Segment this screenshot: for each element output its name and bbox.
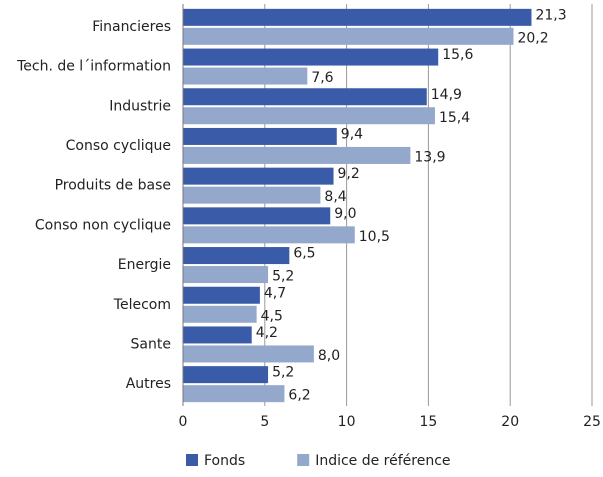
bar (183, 88, 427, 106)
data-label: 21,3 (535, 7, 566, 23)
data-label: 14,9 (431, 87, 462, 103)
data-label: 15,4 (439, 110, 470, 126)
bar (183, 186, 321, 204)
data-label: 4,5 (261, 308, 283, 324)
bar (183, 385, 285, 403)
y-tick-label: Produits de base (55, 178, 171, 194)
data-label: 9,2 (338, 166, 360, 182)
y-tick-label: Tech. de l´information (16, 59, 171, 75)
x-tick-label: 25 (583, 414, 601, 430)
data-label: 8,4 (324, 189, 346, 205)
bar (183, 48, 439, 66)
y-tick-label: Telecom (113, 297, 171, 313)
x-tick-label: 0 (179, 414, 188, 430)
x-tick-label: 10 (338, 414, 356, 430)
data-label: 6,2 (288, 388, 310, 404)
data-label: 4,7 (264, 285, 286, 301)
x-tick-label: 5 (260, 414, 269, 430)
data-label: 5,2 (272, 269, 294, 285)
data-label: 4,2 (256, 325, 278, 341)
data-label: 20,2 (517, 30, 548, 46)
bar (183, 226, 355, 244)
data-label: 13,9 (414, 149, 445, 165)
data-label: 6,5 (293, 246, 315, 262)
y-tick-label: Financieres (92, 19, 171, 35)
data-label: 8,0 (318, 348, 340, 364)
y-tick-label: Conso non cyclique (35, 217, 171, 233)
legend-label: Indice de référence (315, 453, 450, 469)
bar (183, 127, 337, 145)
data-label: 9,4 (341, 126, 363, 142)
x-tick-label: 20 (501, 414, 519, 430)
bar (183, 286, 260, 304)
bar (183, 305, 257, 323)
data-label: 7,6 (311, 70, 333, 86)
bar (183, 146, 411, 164)
data-label: 15,6 (442, 47, 473, 63)
legend-label: Fonds (204, 453, 245, 469)
bar (183, 326, 252, 344)
y-tick-label: Autres (126, 376, 171, 392)
bar (183, 266, 269, 284)
legend-swatch (186, 454, 198, 466)
bar (183, 107, 435, 125)
x-tick-label: 15 (419, 414, 437, 430)
y-tick-label: Energie (118, 257, 171, 273)
legend-swatch (297, 454, 310, 466)
bar (183, 8, 532, 26)
bar (183, 167, 334, 185)
bar (183, 67, 308, 85)
bar (183, 247, 290, 265)
bar (183, 207, 331, 225)
data-label: 5,2 (272, 365, 294, 381)
data-label: 10,5 (359, 229, 390, 245)
bar (183, 27, 514, 45)
y-tick-label: Sante (131, 336, 171, 352)
bar (183, 366, 269, 384)
y-tick-label: Conso cyclique (66, 138, 171, 154)
y-tick-label: Industrie (109, 98, 171, 114)
bar (183, 345, 314, 363)
data-label: 9,0 (334, 206, 356, 222)
